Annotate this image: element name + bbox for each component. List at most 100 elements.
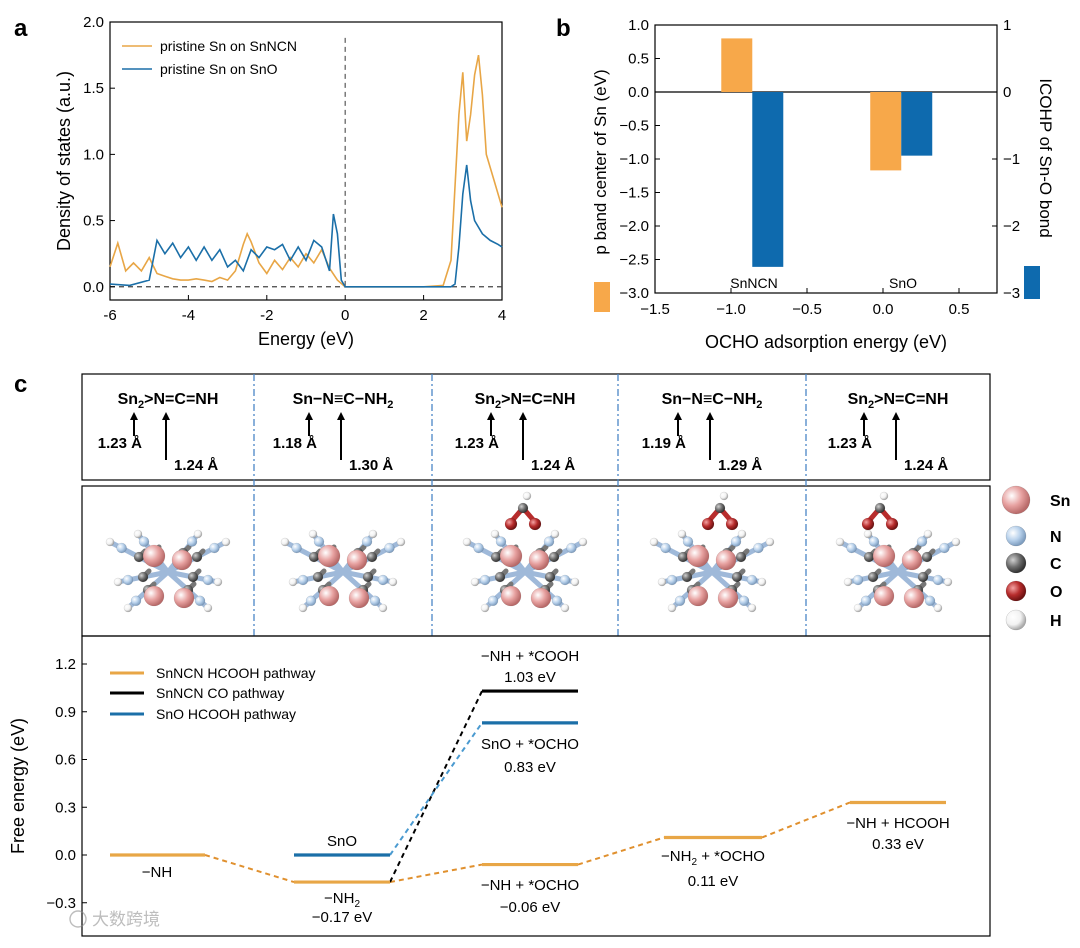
- c-atom-nitrogen: [924, 595, 936, 607]
- c-atom-hydrogen: [879, 491, 889, 501]
- c-value-s3c: −0.06 eV: [500, 899, 560, 916]
- c-atom-nitrogen: [559, 574, 571, 586]
- a-legend-label-sno: pristine Sn on SnO: [160, 61, 278, 77]
- c-atom-carbon: [187, 571, 199, 583]
- c-atom-nitrogen: [682, 536, 694, 547]
- legend-atom-label: Sn: [1050, 493, 1070, 510]
- a-series-snncn: [109, 54, 503, 288]
- c-atom-nitrogen: [377, 574, 389, 586]
- c-atom-carbon: [517, 502, 529, 514]
- c-atom-nitrogen: [209, 542, 220, 554]
- c-atom-carbon: [137, 571, 149, 583]
- c-atom-nitrogen: [487, 595, 499, 607]
- b-bar-snncn-right: [752, 92, 784, 267]
- c-atom-nitrogen: [291, 542, 302, 554]
- c-atom-nitrogen: [753, 542, 764, 554]
- a-ytick-label: 0.0: [83, 279, 104, 296]
- c-ytick-label: 1.2: [55, 656, 76, 673]
- c-atom-tin: [499, 544, 523, 568]
- c-atom-nitrogen: [473, 542, 484, 554]
- c-atom-carbon: [366, 551, 378, 563]
- c-bond-length-2: 1.24 Å: [174, 457, 218, 474]
- c-atom-tin: [872, 544, 896, 568]
- c-atom-carbon: [735, 551, 747, 563]
- a-ytick-label: 1.0: [83, 146, 104, 163]
- b-ytick-label-right: −3: [1003, 285, 1020, 302]
- b-xtick-label: −1.5: [640, 301, 670, 318]
- c-atom-oxygen: [885, 517, 899, 531]
- c-bond-length-2: 1.30 Å: [349, 457, 393, 474]
- c-connector: [761, 801, 851, 839]
- c-atom-nitrogen: [384, 542, 395, 554]
- c-atom-nitrogen: [860, 595, 872, 607]
- a-ytick-label: 2.0: [83, 14, 104, 31]
- c-atom-tin: [500, 585, 522, 607]
- b-ytick-label-left: −2.0: [619, 218, 649, 235]
- c-value-s2: −0.17 eV: [312, 909, 372, 926]
- b-ytick-label-left: −2.5: [619, 252, 649, 269]
- c-atom-hydrogen: [667, 603, 677, 613]
- c-bond-length-2: 1.24 Å: [904, 457, 948, 474]
- c-atom-hydrogen: [213, 577, 223, 587]
- c-atom-hydrogen: [308, 529, 318, 539]
- c-atom-nitrogen: [738, 595, 750, 607]
- c-atom-carbon: [867, 571, 879, 583]
- legend-atom-label: C: [1050, 556, 1062, 573]
- c-atom-carbon: [874, 502, 886, 514]
- a-xtick-label: 0: [341, 307, 349, 324]
- plot-frame-b: [654, 24, 998, 294]
- c-atom-hydrogen: [288, 577, 298, 587]
- c-connector: [204, 854, 295, 884]
- c-atom-nitrogen: [551, 595, 563, 607]
- c-atom-nitrogen: [746, 574, 758, 586]
- c-label-s4: −NH2 + *OCHO: [661, 848, 765, 868]
- panel-label-b: b: [556, 15, 571, 42]
- b-xtick-label: 0.0: [873, 301, 894, 318]
- c-legend: SnNCN HCOOH pathway SnNCN CO pathway SnO…: [110, 665, 316, 722]
- c-bond-arrowhead-1: [305, 412, 313, 420]
- c-atom-hydrogen: [133, 529, 143, 539]
- b-xtick-label: −0.5: [792, 301, 822, 318]
- c-ylabel: Free energy (eV): [8, 718, 28, 854]
- c-bond-arrowhead-1: [860, 412, 868, 420]
- c-formula: Sn2>N=C=NH: [848, 391, 949, 411]
- c-atom-hydrogen: [105, 537, 115, 547]
- a-xtick-label: 2: [419, 307, 427, 324]
- b-right-axis-swatch: [1024, 266, 1040, 299]
- c-atom-tin: [528, 549, 550, 571]
- c-atom-hydrogen: [719, 491, 729, 501]
- b-ytick-label-right: −2: [1003, 218, 1020, 235]
- c-atom-nitrogen: [130, 595, 142, 607]
- c-atom-tin: [171, 549, 193, 571]
- c-atom-tin: [715, 549, 737, 571]
- c-atom-tin: [687, 585, 709, 607]
- c-atom-nitrogen: [846, 542, 857, 554]
- panel-c-structures: Sn2>N=C=NH 1.23 Å 1.24 Å Sn−N≡C−NH2 1.18 Å 1.…: [81, 373, 1070, 637]
- c-bond-length-1: 1.18 Å: [273, 435, 317, 452]
- c-atom-tin: [873, 585, 895, 607]
- c-atom-nitrogen: [932, 574, 944, 586]
- c-label-s3b: SnO + *OCHO: [481, 736, 579, 753]
- c-atom-hydrogen: [951, 537, 961, 547]
- c-atom-tin: [903, 587, 925, 609]
- c-atom-hydrogen: [757, 577, 767, 587]
- formula-frame: [81, 373, 991, 481]
- b-ytick-label-left: −3.0: [619, 285, 649, 302]
- c-atom-carbon: [681, 571, 693, 583]
- c-atom-hydrogen: [193, 529, 203, 539]
- c-legend-label-blue: SnO HCOOH pathway: [156, 706, 296, 722]
- c-atom-nitrogen: [369, 595, 381, 607]
- b-ytick-label-left: 0.5: [628, 51, 649, 68]
- c-bond-arrowhead-2: [162, 412, 170, 420]
- c-atom-nitrogen: [116, 542, 127, 554]
- c-atom-hydrogen: [203, 603, 213, 613]
- c-atom-carbon: [312, 571, 324, 583]
- a-ytick-label: 0.5: [83, 213, 104, 230]
- legend-atom-o-icon: [1005, 580, 1027, 602]
- c-atom-carbon: [921, 551, 933, 563]
- c-atom-carbon: [544, 571, 556, 583]
- a-legend-label-snncn: pristine Sn on SnNCN: [160, 38, 297, 54]
- c-bond-length-1: 1.19 Å: [642, 435, 686, 452]
- c-atom-hydrogen: [298, 603, 308, 613]
- c-atom-carbon: [677, 551, 689, 563]
